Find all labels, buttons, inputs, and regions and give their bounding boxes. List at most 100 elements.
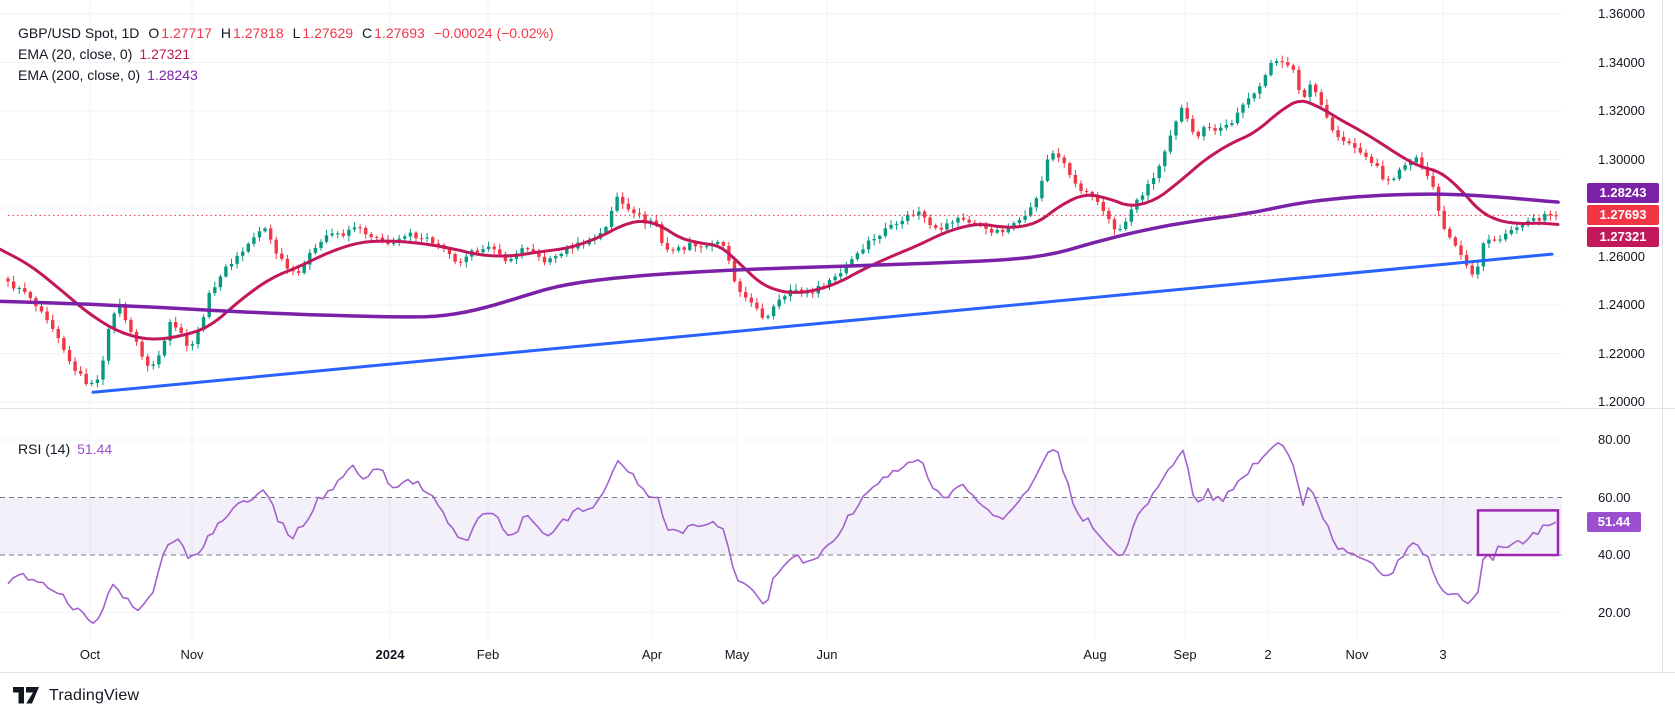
legend-ema200-row[interactable]: EMA (200, close, 0) 1.28243 <box>18 64 554 85</box>
candle-body <box>1112 219 1117 230</box>
candle-body <box>615 196 619 211</box>
candle-body <box>1084 191 1089 192</box>
candle-body <box>218 276 223 288</box>
candle-body <box>1431 176 1435 187</box>
candle-body <box>285 258 290 269</box>
candle-body <box>1023 215 1027 220</box>
candle-body <box>11 281 16 289</box>
candle-body <box>1515 227 1519 230</box>
candle-body <box>872 239 876 241</box>
candle-body <box>1202 127 1206 137</box>
pane-separator[interactable] <box>0 408 1675 409</box>
candle-body <box>252 237 256 244</box>
candle-body <box>492 246 496 250</box>
time-axis[interactable]: Oct Nov 2024 Feb Apr May Jun Aug Sep 2 Nov 3 <box>0 640 1565 672</box>
trendline-drawing[interactable] <box>91 252 1554 394</box>
rsi-highlight-box-drawing[interactable] <box>1476 509 1560 557</box>
candle-body <box>1056 153 1061 158</box>
candle-body <box>878 236 882 239</box>
candle-body <box>403 236 407 239</box>
candle-body <box>900 220 904 225</box>
candle-body <box>621 196 625 204</box>
candle-body <box>481 249 485 253</box>
candle-body <box>906 214 910 221</box>
price-axis-label: 1.34000 <box>1598 54 1645 70</box>
candle-body <box>1045 159 1050 181</box>
time-axis-label: 3 <box>1439 647 1447 662</box>
tradingview-logo-icon[interactable] <box>13 687 40 704</box>
candle-body <box>453 254 457 262</box>
candle-body <box>565 246 569 254</box>
candle-body <box>771 306 776 317</box>
price-axis[interactable]: 1.28243 1.27693 1.27321 51.44 1.36000 1.3… <box>1565 0 1675 672</box>
legend-ema20-row[interactable]: EMA (20, close, 0) 1.27321 <box>18 43 554 64</box>
candle-body <box>364 228 368 235</box>
candle-body <box>995 229 999 233</box>
candle-body <box>805 292 809 294</box>
candle-body <box>894 224 899 226</box>
candle-body <box>431 237 435 244</box>
candle-body <box>626 203 630 210</box>
candle-body <box>280 253 284 259</box>
price-axis-label: 1.22000 <box>1598 345 1645 361</box>
candle-body <box>51 320 55 329</box>
candle-body <box>1487 239 1491 244</box>
candle-body <box>1040 180 1044 199</box>
candle-body <box>336 233 340 235</box>
candle-body <box>1464 255 1469 266</box>
candle-body <box>749 297 753 303</box>
candle-body <box>939 227 943 230</box>
price-axis-label: 1.20000 <box>1598 394 1645 409</box>
candle-body <box>352 227 357 230</box>
tradingview-brand-text[interactable]: TradingView <box>49 686 140 704</box>
candle-body <box>1448 228 1452 238</box>
chart-legend: GBP/USD Spot, 1D O 1.27717 H 1.27818 L 1.27… <box>18 22 554 85</box>
candle-body <box>531 249 535 252</box>
candle-body <box>1235 112 1240 124</box>
candle-body <box>1196 131 1200 137</box>
candle-body <box>844 265 848 274</box>
candle-body <box>1314 84 1318 93</box>
candle-body <box>1459 245 1463 255</box>
candle-body <box>90 382 94 384</box>
candle-body <box>699 246 703 248</box>
price-chart-canvas[interactable] <box>0 0 1565 672</box>
ema20-line[interactable] <box>0 99 1560 341</box>
candle-body <box>1129 209 1133 222</box>
candle-body <box>1140 195 1145 200</box>
ema200-price-badge: 1.28243 <box>1587 183 1659 204</box>
candle-body <box>201 317 206 330</box>
candle-body <box>319 241 323 248</box>
candle-body <box>503 254 508 262</box>
candle-body <box>375 237 379 238</box>
candle-body <box>1079 183 1083 191</box>
candle-body <box>738 281 742 292</box>
candle-body <box>777 299 781 307</box>
candle-body <box>609 210 614 227</box>
candle-body <box>436 243 440 245</box>
candle-body <box>542 256 547 263</box>
candle-body <box>229 263 234 267</box>
candle-body <box>716 242 720 244</box>
candle-body <box>1453 237 1458 246</box>
candle-body <box>269 228 273 240</box>
price-axis-label: 1.32000 <box>1598 103 1645 118</box>
change-value: −0.00024 (−0.02%) <box>433 24 554 41</box>
candle-body <box>889 224 893 229</box>
candle-body <box>330 233 334 236</box>
candle-body <box>1392 178 1396 180</box>
candle-body <box>274 239 278 254</box>
candle-body <box>766 316 770 318</box>
candle-body <box>554 256 558 259</box>
ema200-line[interactable] <box>0 192 1560 319</box>
candle-body <box>676 247 681 251</box>
rsi-axis-label: 20.00 <box>1598 604 1631 620</box>
rsi-legend-row[interactable]: RSI (14) 51.44 <box>18 438 112 459</box>
legend-symbol-row[interactable]: GBP/USD Spot, 1D O 1.27717 H 1.27818 L 1.27… <box>18 22 554 43</box>
candle-body <box>833 276 837 281</box>
candle-body <box>39 306 44 312</box>
candle-body <box>464 256 468 263</box>
candle-body <box>688 242 692 250</box>
candle-body <box>1280 61 1284 63</box>
ohlc-close: C 1.27693 <box>362 24 425 41</box>
